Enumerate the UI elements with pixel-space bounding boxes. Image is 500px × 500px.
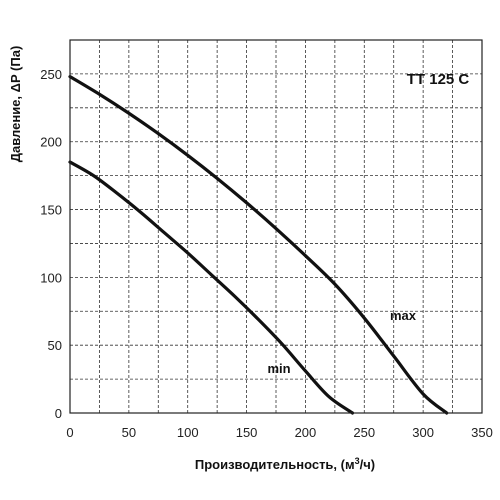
curve-label-max: max (390, 308, 417, 323)
x-tick-label: 200 (295, 425, 317, 440)
x-tick-label: 250 (353, 425, 375, 440)
x-tick-label: 50 (122, 425, 136, 440)
x-axis-title-tail: /ч) (360, 457, 376, 472)
x-axis-title: Производительность, (м3/ч) (195, 456, 375, 472)
plot-frame (69, 39, 483, 414)
curve-max (68, 75, 449, 415)
curve-min (68, 160, 355, 415)
grid (70, 40, 482, 413)
x-tick-label: 0 (66, 425, 73, 440)
y-axis-title: Давление, ΔP (Па) (8, 46, 23, 163)
y-tick-label: 200 (40, 135, 62, 150)
x-axis-title-sup: 3 (355, 456, 360, 466)
curves (68, 75, 449, 415)
curve-label-min: min (267, 361, 290, 376)
x-tick-label: 150 (236, 425, 258, 440)
y-tick-label: 150 (40, 203, 62, 218)
y-tick-label: 100 (40, 270, 62, 285)
y-tick-label: 0 (55, 406, 62, 421)
tick-labels: 0 50 100 150 200 250 300 350 0 50 100 150 200 250 (40, 67, 493, 440)
chart-title: TT 125 C (407, 71, 470, 88)
y-tick-label: 50 (48, 338, 62, 353)
x-tick-label: 300 (412, 425, 434, 440)
y-tick-label: 250 (40, 67, 62, 82)
x-tick-label: 350 (471, 425, 493, 440)
x-axis-title-main: Производительность, (м (195, 457, 355, 472)
x-tick-label: 100 (177, 425, 199, 440)
